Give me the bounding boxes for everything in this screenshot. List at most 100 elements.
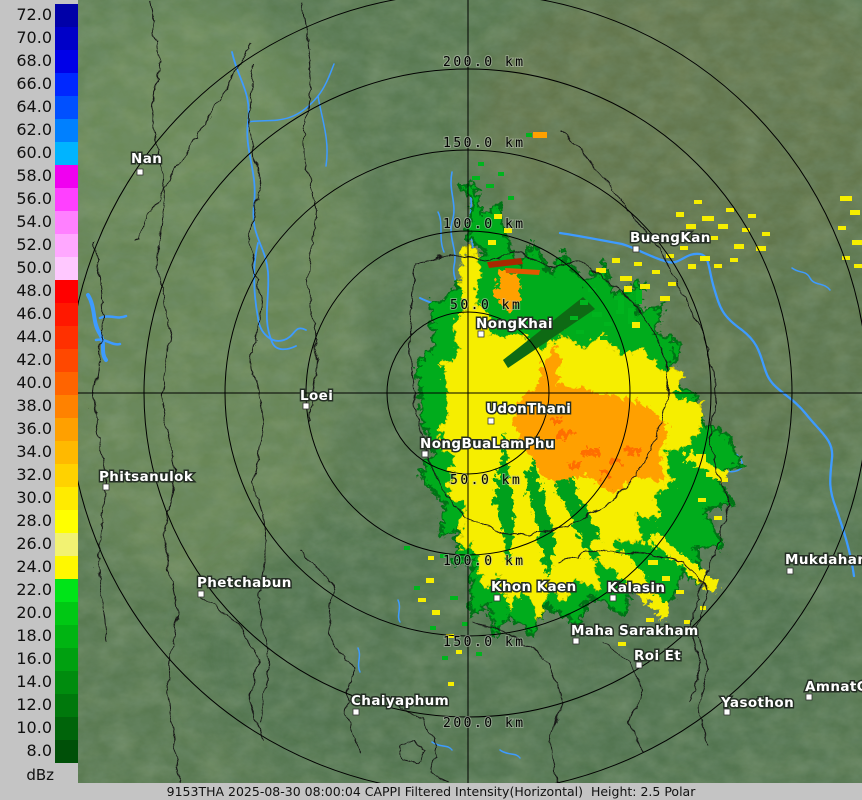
colorbar-value: 10.0 (16, 718, 52, 737)
radar-echo-cell (634, 262, 642, 266)
colorbar-swatch (55, 142, 78, 165)
city-label: AmnatCharoen (805, 679, 862, 695)
radar-echo-cell (842, 256, 850, 260)
radar-echo-cell (508, 196, 514, 200)
river (231, 51, 297, 351)
colorbar-swatch (55, 395, 78, 418)
colorbar-value: 66.0 (16, 74, 52, 93)
radar-echo (494, 266, 518, 310)
radar-echo-cell (710, 236, 718, 240)
colorbar-value: 38.0 (16, 396, 52, 415)
radar-echo-cell (533, 132, 547, 138)
radar-echo-cell (588, 288, 596, 292)
colorbar-swatch (55, 349, 78, 372)
colorbar-swatch (55, 717, 78, 740)
radar-echo-cell (432, 610, 440, 615)
city-label: Phetchabun (197, 575, 292, 591)
radar-echo-cell (624, 286, 632, 292)
city-label: NongKhai (476, 316, 553, 332)
radar-echo-cell (478, 162, 484, 166)
radar-echo-cell (706, 472, 714, 477)
city-marker (609, 594, 617, 602)
colorbar-swatch (55, 280, 78, 303)
radar-echo-cell (700, 606, 706, 610)
colorbar-swatch (55, 579, 78, 602)
city-label: Nan (131, 151, 162, 167)
radar-echo-cell (714, 264, 722, 268)
radar-echo-cell (494, 214, 502, 219)
radar-echo-cell (430, 626, 436, 630)
province-boundary (133, 39, 251, 239)
colorbar-swatch (55, 257, 78, 280)
colorbar-value: 14.0 (16, 672, 52, 691)
status-bar: 9153THA 2025-08-30 08:00:04 CAPPI Filter… (0, 783, 862, 800)
radar-echo-cell (600, 336, 608, 340)
radar-echo-cell (462, 622, 468, 626)
radar-echo-cell (666, 254, 674, 258)
colorbar-swatch (55, 188, 78, 211)
colorbar-value: 40.0 (16, 373, 52, 392)
colorbar-swatch (55, 648, 78, 671)
radar-echo-cell (730, 258, 738, 262)
status-text: 9153THA 2025-08-30 08:00:04 CAPPI Filter… (166, 784, 696, 799)
colorbar-swatch (55, 625, 78, 648)
city-label: Roi Et (634, 648, 681, 664)
colorbar-swatch (55, 73, 78, 96)
radar-echo-cell (726, 208, 734, 212)
radar-echo (528, 342, 560, 398)
province-boundary (245, 61, 269, 721)
radar-echo-cell (660, 296, 670, 301)
colorbar-unit-label: dBz (26, 766, 54, 784)
radar-echo-cell (418, 598, 426, 602)
city-marker (487, 417, 495, 425)
river (558, 231, 856, 578)
colorbar-value: 26.0 (16, 534, 52, 553)
colorbar-value: 20.0 (16, 603, 52, 622)
radar-echo (503, 297, 595, 368)
colorbar-swatch (55, 441, 78, 464)
radar-echo-cell (668, 282, 676, 286)
radar-echo-cell (636, 290, 642, 304)
radar-echo-cell (714, 516, 722, 520)
radar-echo-cell (852, 240, 862, 245)
radar-echo (492, 430, 600, 575)
radar-echo-cell (838, 226, 846, 230)
province-boundary (469, 619, 561, 783)
radar-echo-cell (476, 652, 482, 656)
colorbar-value: 24.0 (16, 557, 52, 576)
range-ring-label: 200.0 km (443, 716, 526, 731)
radar-echo-cell (662, 576, 670, 581)
radar-echo-cell (620, 276, 632, 281)
colorbar-value: 60.0 (16, 143, 52, 162)
colorbar-swatch (55, 211, 78, 234)
radar-echo-cell (486, 184, 494, 188)
colorbar-value: 22.0 (16, 580, 52, 599)
radar-echo-cell (698, 498, 706, 502)
province-boundary (147, 0, 179, 783)
radar-echo-cell (854, 264, 862, 268)
radar-echo-cell (440, 554, 448, 558)
colorbar-value: 28.0 (16, 511, 52, 530)
radar-echo-cell (722, 478, 728, 482)
radar-echo-cell (694, 200, 702, 204)
province-boundary (297, 547, 359, 753)
colorbar-value: 44.0 (16, 327, 52, 346)
radar-echo-cell (734, 244, 744, 249)
province-boundary (383, 699, 447, 783)
river (253, 242, 307, 342)
radar-echo-cell (446, 634, 454, 638)
river (437, 211, 445, 253)
radar-echo-cell (648, 560, 658, 565)
radar-echo-cell (688, 264, 696, 269)
city-label: Phitsanulok (99, 469, 194, 485)
province-boundary (397, 737, 425, 763)
city-marker (723, 708, 731, 716)
city-marker (805, 693, 813, 701)
radar-echo-cell (442, 656, 448, 660)
radar-map: 200.0 km 150.0 km 100.0 km 50.0 km 50.0 km 10… (5, 0, 862, 783)
radar-echo-cell (748, 214, 756, 218)
colorbar-swatch (55, 165, 78, 188)
radar-echo-cell (702, 576, 710, 580)
city-marker (421, 450, 429, 458)
radar-echo-cell (696, 454, 706, 459)
